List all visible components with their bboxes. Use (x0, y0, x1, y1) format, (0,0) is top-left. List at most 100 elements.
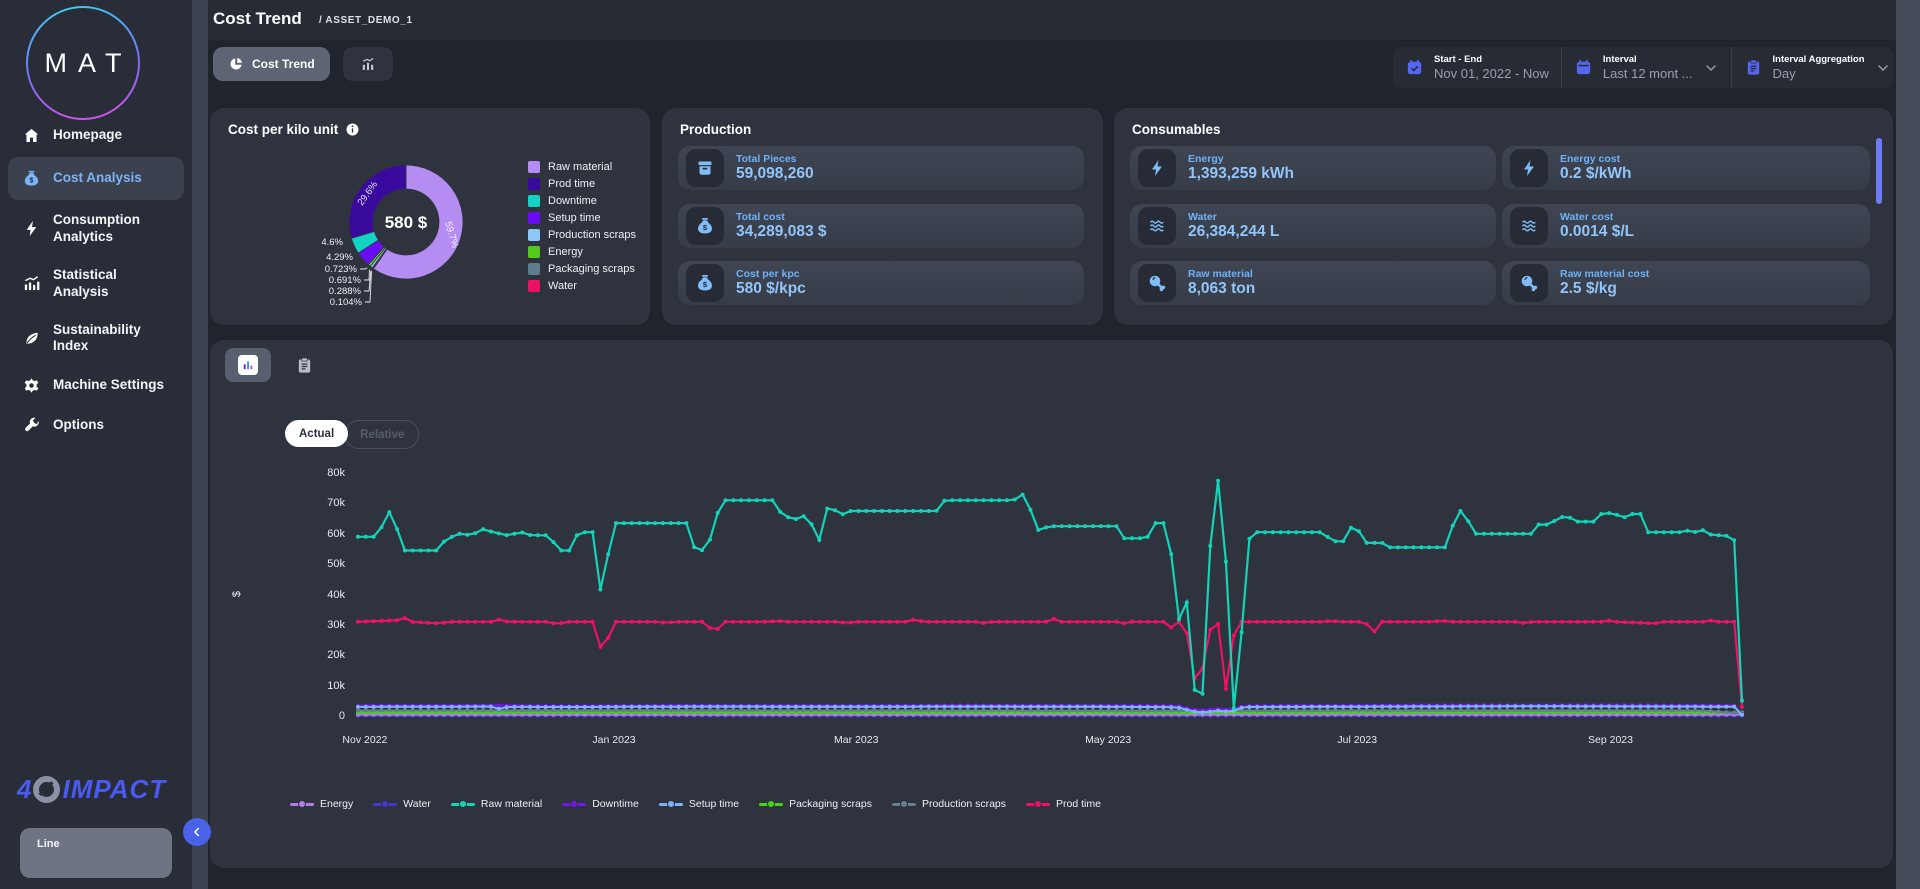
cost-per-kilo-title-text: Cost per kilo unit (228, 122, 339, 137)
kpi-label: Water (1188, 210, 1217, 223)
series-markers-setup-time (356, 704, 1744, 717)
kpi-value: 2.5 $/kg (1560, 280, 1617, 297)
sidebar-item-statistical-analysis[interactable]: Statistical Analysis (8, 258, 184, 310)
sidebar-item-label: Cost Analysis (53, 170, 142, 186)
filter-interval-aggregation[interactable]: Interval Aggregation Day (1730, 47, 1903, 88)
bolt-icon (1152, 160, 1162, 176)
series-line-raw-material (358, 480, 1744, 709)
kpi-label: Energy (1188, 153, 1224, 165)
chart-legend-item-water[interactable]: Water (373, 798, 431, 810)
donut-callout-label: 0.691% (329, 275, 362, 286)
toggle-relative[interactable]: Relative (345, 420, 420, 449)
sidebar-item-sustainability-index[interactable]: Sustainability Index (8, 313, 184, 365)
donut-legend-item[interactable]: Energy (528, 246, 636, 258)
chart-legend-item-packaging-scraps[interactable]: Packaging scraps (759, 798, 872, 810)
y-tick: 10k (327, 679, 345, 692)
legend-swatch (528, 195, 540, 207)
sidebar-item-cost-analysis[interactable]: $ Cost Analysis (8, 157, 184, 200)
legend-swatch (528, 161, 540, 173)
y-tick: 70k (327, 497, 345, 510)
trend-tab-table[interactable] (295, 356, 314, 375)
donut-legend-item[interactable]: Prod time (528, 178, 636, 190)
chart-legend-item-downtime[interactable]: Downtime (562, 798, 639, 810)
sidebar-item-label: Machine Settings (53, 377, 165, 393)
kpi-value: 580 $/kpc (736, 280, 806, 297)
donut-legend-item[interactable]: Setup time (528, 212, 636, 224)
consumables-scrollbar[interactable] (1876, 138, 1882, 204)
legend-marker (450, 799, 475, 809)
sidebar-menu: Homepage $ Cost Analysis Consumption Analyt… (0, 114, 192, 447)
bolt-icon (1524, 160, 1534, 176)
kpi-total-pieces: Total Pieces 59,098,260 (678, 146, 1084, 190)
toggle-actual[interactable]: Actual (285, 420, 349, 447)
legend-label: Water (548, 280, 577, 292)
sidebar-item-consumption-analytics[interactable]: Consumption Analytics (8, 203, 184, 255)
raw-material-icon (1149, 275, 1166, 292)
y-tick: 80k (327, 467, 345, 479)
y-axis-label: $ (231, 590, 244, 598)
view-tabs: Cost Trend (213, 47, 393, 81)
donut-leader-line (364, 270, 372, 292)
brand-zero-icon (33, 776, 61, 803)
donut-legend-item[interactable]: Water (528, 280, 636, 292)
svg-text:$: $ (30, 176, 34, 184)
x-tick: Jul 2023 (1337, 734, 1378, 746)
donut-legend-item[interactable]: Production scraps (528, 229, 636, 241)
sidebar-item-homepage[interactable]: Homepage (8, 117, 184, 154)
brand-suffix: IMPACT (62, 774, 167, 804)
money-bag-icon: $ (24, 170, 39, 186)
tab-cost-trend[interactable]: Cost Trend (213, 47, 330, 81)
legend-label: Raw material (480, 798, 543, 810)
page-scrollbar[interactable] (1896, 0, 1920, 889)
filter-value: Last 12 mont ... (1602, 66, 1693, 81)
bar-chart-icon (238, 355, 258, 375)
donut-callout-label: 4.29% (326, 252, 353, 263)
legend-label: Energy (548, 246, 583, 258)
kpi-water: Water 26,384,244 L (1130, 203, 1496, 248)
sidebar-item-label: Sustainability Index (53, 321, 141, 354)
chart-legend-item-raw-material[interactable]: Raw material (450, 798, 543, 810)
clipboard-icon (1747, 59, 1759, 75)
sidebar-item-machine-settings[interactable]: Machine Settings (8, 367, 184, 404)
tab-statistics[interactable] (342, 47, 393, 81)
tab-cost-trend-label: Cost Trend (252, 57, 315, 71)
info-icon[interactable] (345, 122, 360, 137)
legend-swatch (528, 229, 540, 241)
chart-legend-item-prod-time[interactable]: Prod time (1026, 798, 1101, 810)
donut-legend-item[interactable]: Downtime (528, 195, 636, 207)
line-tooltip: Line (20, 828, 172, 878)
trend-tab-chart[interactable] (225, 348, 271, 382)
trend-view-tabs (225, 348, 314, 382)
stats-icon (24, 276, 40, 291)
legend-swatch (528, 212, 540, 224)
x-tick: Sep 2023 (1588, 734, 1633, 746)
filter-label: Interval Aggregation (1772, 54, 1865, 65)
filter-start-end[interactable]: Start - End Nov 01, 2022 - Now (1393, 47, 1561, 88)
kpi-value: 8,063 ton (1188, 280, 1256, 297)
chevron-left-icon (193, 827, 200, 837)
donut-legend-item[interactable]: Raw material (528, 161, 636, 173)
sidebar-collapse-button[interactable] (183, 818, 211, 846)
sidebar-item-options[interactable]: Options (8, 407, 184, 444)
chart-legend-item-setup-time[interactable]: Setup time (658, 798, 739, 810)
filter-interval[interactable]: Interval Last 12 mont ... (1560, 47, 1731, 88)
chart-legend-item-production-scraps[interactable]: Production scraps (891, 798, 1006, 810)
kpi-energy-cost: Energy cost 0.2 $/kWh (1502, 146, 1870, 190)
donut-slice-raw-material[interactable] (372, 164, 464, 280)
kpi-label: Raw material cost (1560, 268, 1650, 280)
sidebar-item-label: Options (53, 417, 104, 433)
kpi-raw-material-cost: Raw material cost 2.5 $/kg (1502, 261, 1870, 305)
bolt-icon (26, 221, 37, 237)
kpi-raw-material: Raw material 8,063 ton (1130, 261, 1496, 305)
line-tooltip-label: Line (37, 838, 60, 850)
cost-per-kilo-title: Cost per kilo unit (228, 122, 360, 137)
legend-swatch (528, 178, 540, 190)
y-tick: 20k (327, 649, 345, 662)
chart-growth-icon (362, 58, 374, 70)
donut-slice-prod-time[interactable] (348, 164, 407, 239)
donut-legend-item[interactable]: Packaging scraps (528, 263, 636, 275)
chart-legend-item-energy[interactable]: Energy (290, 798, 353, 810)
legend-marker (1026, 799, 1051, 809)
legend-label: Production scraps (548, 229, 637, 241)
